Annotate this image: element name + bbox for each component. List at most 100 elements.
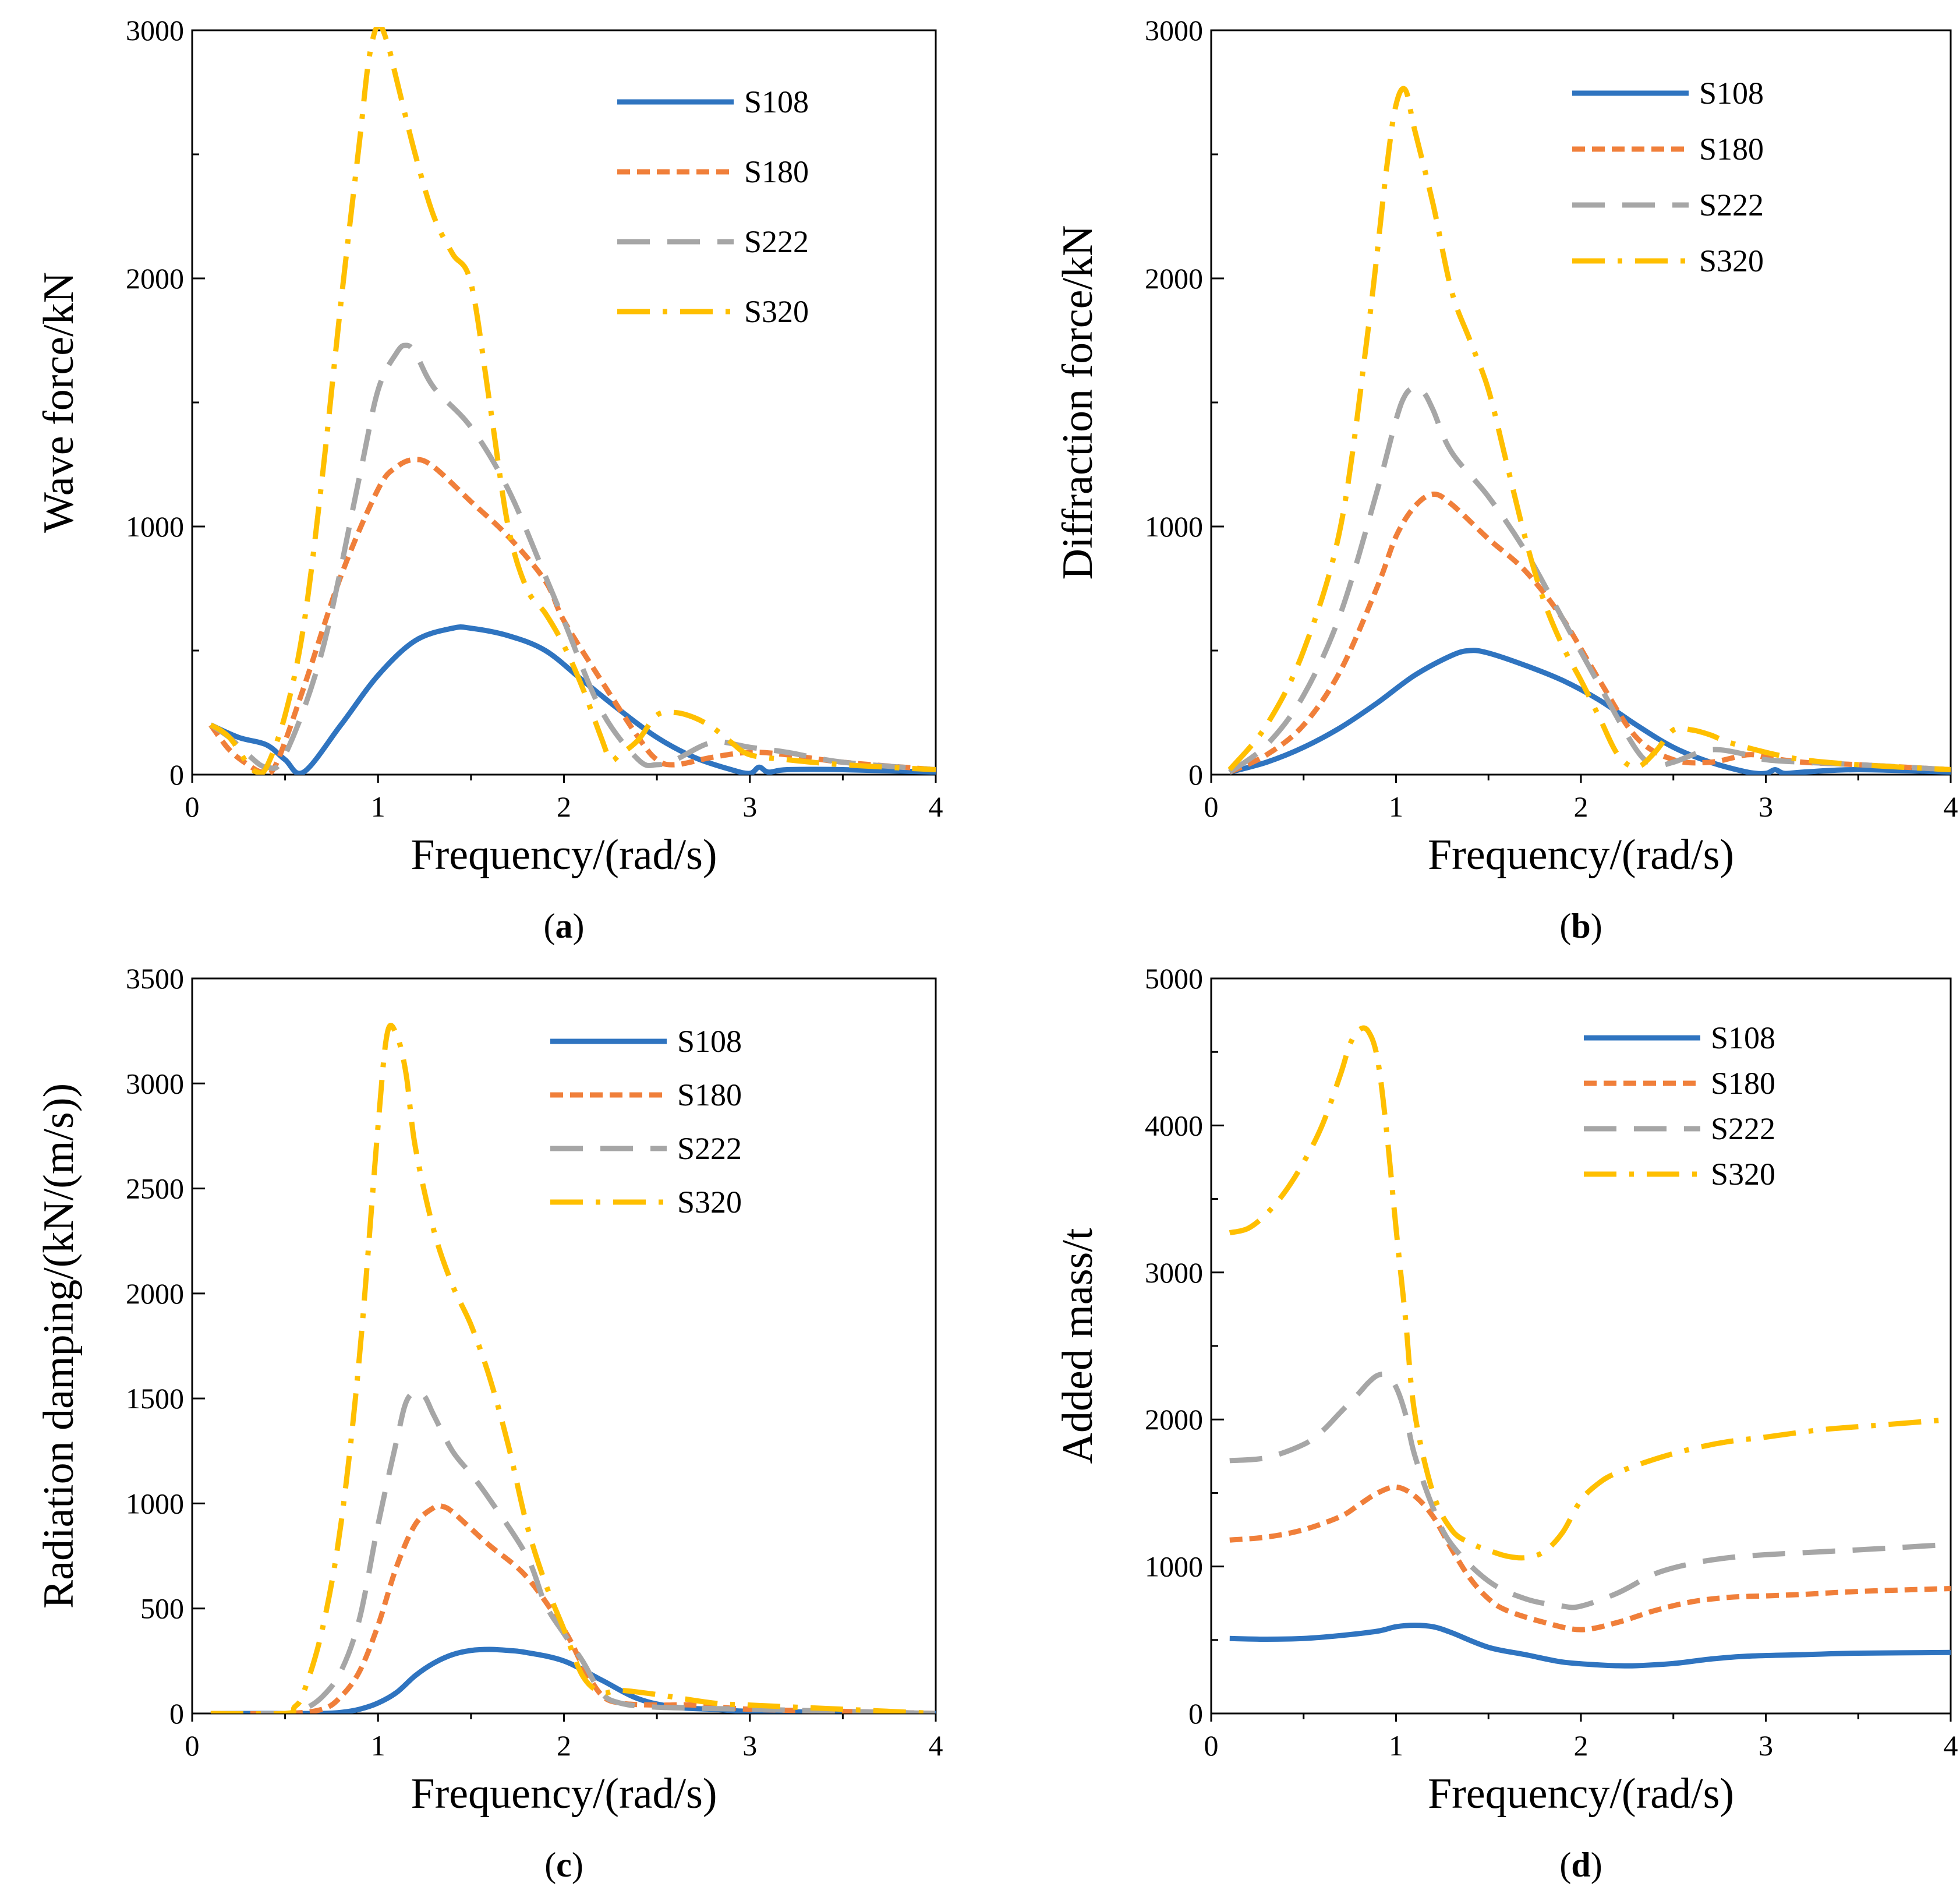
x-axis-title: Frequency/(rad/s) bbox=[1428, 1770, 1734, 1818]
y-axis-title: Added mass/t bbox=[1054, 1228, 1102, 1464]
legend-label-s222: S222 bbox=[744, 224, 809, 259]
y-tick-label: 0 bbox=[169, 1697, 184, 1730]
panel-caption: (d) bbox=[1559, 1846, 1602, 1884]
panel-caption-letter: a bbox=[556, 907, 573, 945]
y-tick-label: 1000 bbox=[1145, 1550, 1203, 1583]
x-tick-label: 3 bbox=[1759, 790, 1773, 823]
x-tick-label: 1 bbox=[371, 1729, 385, 1762]
legend-label-s108: S108 bbox=[744, 84, 809, 119]
y-tick-label: 2500 bbox=[126, 1172, 184, 1205]
series-line-s180 bbox=[208, 457, 936, 775]
x-tick-label: 4 bbox=[1944, 790, 1958, 823]
x-tick-label: 2 bbox=[1574, 1729, 1588, 1762]
y-tick-label: 3500 bbox=[126, 962, 184, 995]
chart-panel-c: 0 500 1000 1500 2000 2500 3000 3500 0 1 2 3 4 Frequen… bbox=[35, 962, 943, 1884]
panel-caption-close: ) bbox=[1591, 907, 1602, 945]
legend-label-s180: S180 bbox=[1699, 132, 1764, 167]
y-tick-label: 2000 bbox=[126, 262, 184, 295]
legend-label-s222: S222 bbox=[1711, 1111, 1775, 1146]
series-group bbox=[210, 1023, 936, 1713]
panel-caption-close: ) bbox=[1591, 1846, 1602, 1884]
x-tick-label: 3 bbox=[742, 1729, 757, 1762]
panel-caption-open: ( bbox=[544, 907, 556, 945]
legend-label-s222: S222 bbox=[1699, 188, 1764, 222]
y-tick-label: 2000 bbox=[126, 1277, 184, 1310]
series-line-s320 bbox=[210, 1023, 936, 1713]
x-axis-title: Frequency/(rad/s) bbox=[411, 831, 717, 879]
y-tick-label: 3000 bbox=[1145, 1256, 1203, 1289]
panel-caption: (c) bbox=[544, 1846, 583, 1884]
y-tick-label: 1000 bbox=[1145, 510, 1203, 543]
panel-caption-close: ) bbox=[573, 907, 585, 945]
y-axis-title: Radiation damping/(kN/(m/s)) bbox=[35, 1083, 83, 1609]
series-group bbox=[1229, 1025, 1951, 1669]
x-tick-label: 2 bbox=[1574, 790, 1588, 823]
series-line-s222 bbox=[1229, 1371, 1951, 1610]
x-tick-label: 0 bbox=[1204, 790, 1219, 823]
y-tick-label: 500 bbox=[140, 1592, 184, 1625]
legend-label-s108: S108 bbox=[677, 1024, 742, 1059]
y-tick-label: 0 bbox=[1188, 1697, 1203, 1730]
y-tick-label: 5000 bbox=[1145, 962, 1203, 995]
y-tick-label: 2000 bbox=[1145, 262, 1203, 295]
series-line-s108 bbox=[210, 624, 936, 775]
legend-label-s320: S320 bbox=[744, 294, 809, 329]
series-line-s180 bbox=[210, 1503, 936, 1713]
panel-caption-letter: c bbox=[556, 1846, 572, 1884]
x-tick-label: 2 bbox=[557, 1729, 571, 1762]
y-axis-title: Wave force/kN bbox=[35, 272, 83, 533]
legend-label-s320: S320 bbox=[1699, 243, 1764, 278]
legend: S108 S180 S222 S320 bbox=[1572, 76, 1764, 278]
series-line-s222 bbox=[1228, 384, 1951, 775]
series-group bbox=[1227, 86, 1951, 775]
legend: S108 S180 S222 S320 bbox=[1584, 1020, 1775, 1192]
legend: S108 S180 S222 S320 bbox=[617, 84, 809, 329]
panel-caption-letter: b bbox=[1571, 907, 1590, 945]
panel-caption-open: ( bbox=[1559, 907, 1571, 945]
panel-caption-letter: d bbox=[1571, 1846, 1590, 1884]
legend-label-s180: S180 bbox=[1711, 1066, 1775, 1101]
series-line-s320 bbox=[1227, 86, 1951, 772]
x-tick-label: 0 bbox=[1204, 1729, 1219, 1762]
y-axis-title: Diffraction force/kN bbox=[1054, 225, 1102, 580]
y-tick-label: 0 bbox=[169, 758, 184, 791]
series-line-s320 bbox=[1229, 1025, 1951, 1561]
x-tick-label: 1 bbox=[1389, 1729, 1403, 1762]
x-tick-label: 1 bbox=[371, 790, 385, 823]
legend-label-s180: S180 bbox=[744, 154, 809, 189]
legend-label-s222: S222 bbox=[677, 1131, 742, 1166]
panel-caption-close: ) bbox=[572, 1846, 583, 1884]
series-group bbox=[208, 27, 936, 775]
chart-panel-b: 0 1000 2000 3000 0 1 2 3 4 Frequency/(rad/s) Diffr… bbox=[1054, 14, 1958, 945]
series-line-s222 bbox=[209, 342, 936, 772]
y-tick-label: 1500 bbox=[126, 1382, 184, 1415]
y-tick-label: 3000 bbox=[1145, 14, 1203, 47]
panel-caption-open: ( bbox=[544, 1846, 556, 1884]
x-tick-label: 4 bbox=[929, 1729, 943, 1762]
y-tick-label: 0 bbox=[1188, 758, 1203, 791]
y-tick-label: 4000 bbox=[1145, 1109, 1203, 1142]
x-tick-label: 0 bbox=[185, 1729, 200, 1762]
panel-caption: (b) bbox=[1559, 907, 1602, 945]
x-tick-label: 3 bbox=[1759, 1729, 1773, 1762]
x-tick-label: 4 bbox=[1944, 1729, 1958, 1762]
series-line-s320 bbox=[209, 27, 936, 775]
x-tick-label: 1 bbox=[1389, 790, 1403, 823]
series-line-s108 bbox=[1229, 1623, 1951, 1669]
y-tick-label: 2000 bbox=[1145, 1403, 1203, 1436]
y-tick-label: 1000 bbox=[126, 1487, 184, 1520]
panel-caption-open: ( bbox=[1559, 1846, 1571, 1884]
y-tick-label: 1000 bbox=[126, 510, 184, 543]
series-line-s222 bbox=[210, 1389, 936, 1713]
legend-label-s320: S320 bbox=[677, 1185, 742, 1220]
y-tick-label: 3000 bbox=[126, 1067, 184, 1100]
legend-label-s180: S180 bbox=[677, 1077, 742, 1112]
x-axis-title: Frequency/(rad/s) bbox=[411, 1770, 717, 1818]
x-tick-label: 3 bbox=[742, 790, 757, 823]
legend-label-s108: S108 bbox=[1699, 76, 1764, 111]
x-axis-title: Frequency/(rad/s) bbox=[1428, 831, 1734, 879]
chart-panel-a: 0 1000 2000 3000 0 1 2 3 4 Frequency/(rad/s) Wave … bbox=[35, 14, 943, 945]
